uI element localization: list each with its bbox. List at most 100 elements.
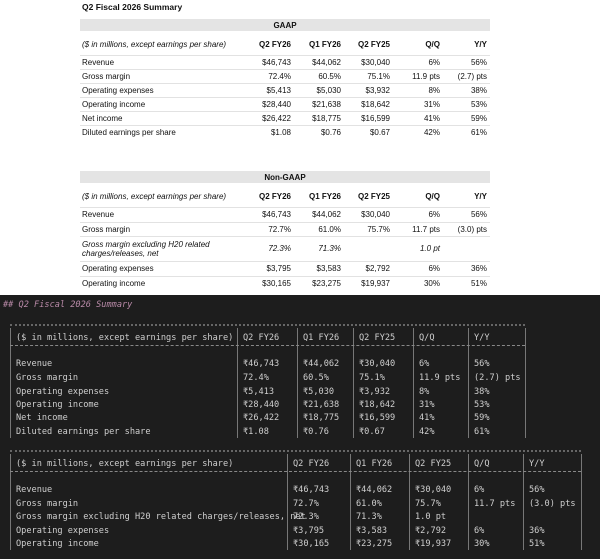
cell-value: $21,638	[312, 99, 341, 109]
cell-value: 75.7%	[415, 499, 441, 509]
cell-value: ₹3,932	[359, 387, 391, 397]
cell-value: ₹23,275	[356, 539, 393, 549]
cell-value: 8%	[419, 387, 430, 397]
row-label: Net income	[16, 413, 68, 423]
cell-value: 51%	[529, 539, 545, 549]
cell-value: 56%	[529, 485, 545, 495]
cell-value: 56%	[470, 57, 487, 67]
cell-value: $23,275	[312, 279, 341, 288]
cell-value: ₹21,638	[303, 400, 340, 410]
doc-title: Q2 Fiscal 2026 Summary	[82, 2, 183, 12]
cell-value: $18,775	[312, 113, 341, 123]
cell-value: 61.0%	[356, 499, 382, 509]
cell-value: 72.4%	[243, 373, 269, 383]
row-separator	[80, 55, 490, 56]
column-header: ($ in millions, except earnings per shar…	[82, 191, 227, 201]
cell-value: 61%	[474, 427, 490, 437]
cell-value: ₹30,165	[293, 539, 330, 549]
row-separator	[80, 111, 490, 112]
column-divider	[409, 454, 410, 550]
cell-value: $30,165	[262, 279, 291, 288]
cell-value: 41%	[419, 413, 435, 423]
cell-value: 1.0 pt	[415, 512, 447, 522]
cell-value: ₹3,583	[356, 526, 388, 536]
cell-value: ₹5,413	[243, 387, 275, 397]
cell-value: 59%	[470, 113, 487, 123]
cell-value: (2.7) pts	[474, 373, 521, 383]
row-label: Revenue	[82, 57, 115, 67]
column-header: Q2 FY25	[359, 333, 396, 343]
header-separator	[10, 471, 581, 472]
column-divider	[10, 328, 11, 438]
terminal: ## Q2 Fiscal 2026 Summary ($ in millions…	[0, 295, 600, 559]
row-label: Operating expenses	[16, 387, 110, 397]
cell-value: 72.4%	[268, 71, 291, 81]
cell-value: ₹3,795	[293, 526, 325, 536]
row-label: Operating income	[82, 99, 146, 109]
column-header: Q2 FY26	[258, 191, 291, 201]
cell-value: 31%	[423, 99, 440, 109]
column-header: Q2 FY25	[357, 39, 390, 49]
cell-value: ₹46,743	[243, 359, 280, 369]
cell-value: 38%	[474, 387, 490, 397]
table-border	[10, 450, 581, 452]
column-divider	[350, 454, 351, 550]
cell-value: (3.0) pts	[529, 499, 576, 509]
cell-value: (3.0) pts	[457, 224, 487, 234]
cell-value: ₹30,040	[359, 359, 396, 369]
cell-value: 11.7 pts	[412, 224, 440, 234]
cell-value: $18,642	[361, 99, 390, 109]
row-label: Operating expenses	[82, 85, 154, 95]
cell-value: $30,040	[361, 210, 390, 219]
cell-value: ₹30,040	[415, 485, 452, 495]
column-divider	[468, 328, 469, 438]
cell-value: 6%	[428, 264, 440, 273]
column-header: Q1 FY26	[308, 191, 341, 201]
cell-value: ₹0.76	[303, 427, 329, 437]
cell-value: 8%	[428, 85, 440, 95]
row-label: Diluted earnings per share	[82, 127, 176, 137]
cell-value: 11.9 pts	[419, 373, 461, 383]
column-divider	[413, 328, 414, 438]
cell-value: ₹1.08	[243, 427, 269, 437]
row-label: Operating expenses	[82, 264, 154, 273]
column-header: Y/Y	[474, 191, 487, 201]
row-separator	[80, 222, 490, 223]
cell-value: ₹18,775	[303, 413, 340, 423]
cell-value: 75.7%	[367, 224, 390, 234]
row-label: Gross margin	[82, 224, 131, 234]
cell-value: 6%	[419, 359, 430, 369]
cell-value: ₹16,599	[359, 413, 396, 423]
row-label: Revenue	[16, 359, 53, 369]
row-separator	[80, 83, 490, 84]
column-header: Q1 FY26	[356, 459, 393, 469]
cell-value: ₹46,743	[293, 485, 330, 495]
cell-value: 6%	[428, 210, 440, 219]
column-header: Q1 FY26	[308, 39, 341, 49]
table-border	[10, 324, 525, 326]
cell-value: 61%	[470, 127, 487, 137]
column-divider	[287, 454, 288, 550]
cell-value: 36%	[529, 526, 545, 536]
cell-value: $44,062	[312, 57, 341, 67]
cell-value: 6%	[474, 526, 485, 536]
cell-value: 6%	[428, 57, 440, 67]
cell-value: 71.3%	[318, 244, 341, 253]
section-band: Non-GAAP	[80, 171, 490, 183]
cell-value: $5,413	[266, 85, 291, 95]
cell-value: 42%	[423, 127, 440, 137]
row-separator	[80, 236, 490, 237]
row-label: Revenue	[82, 210, 115, 219]
cell-value: 6%	[474, 485, 485, 495]
cell-value: 60.5%	[303, 373, 329, 383]
cell-value: $46,743	[262, 210, 291, 219]
column-header: Q2 FY26	[258, 39, 291, 49]
cell-value: $3,583	[316, 264, 341, 273]
cell-value: 11.9 pts	[412, 71, 440, 81]
row-label: Revenue	[16, 485, 53, 495]
column-header: Q/Q	[425, 39, 440, 49]
cell-value: ₹5,030	[303, 387, 335, 397]
cell-value: 36%	[470, 264, 487, 273]
column-header: Q/Q	[419, 333, 435, 343]
column-divider	[468, 454, 469, 550]
